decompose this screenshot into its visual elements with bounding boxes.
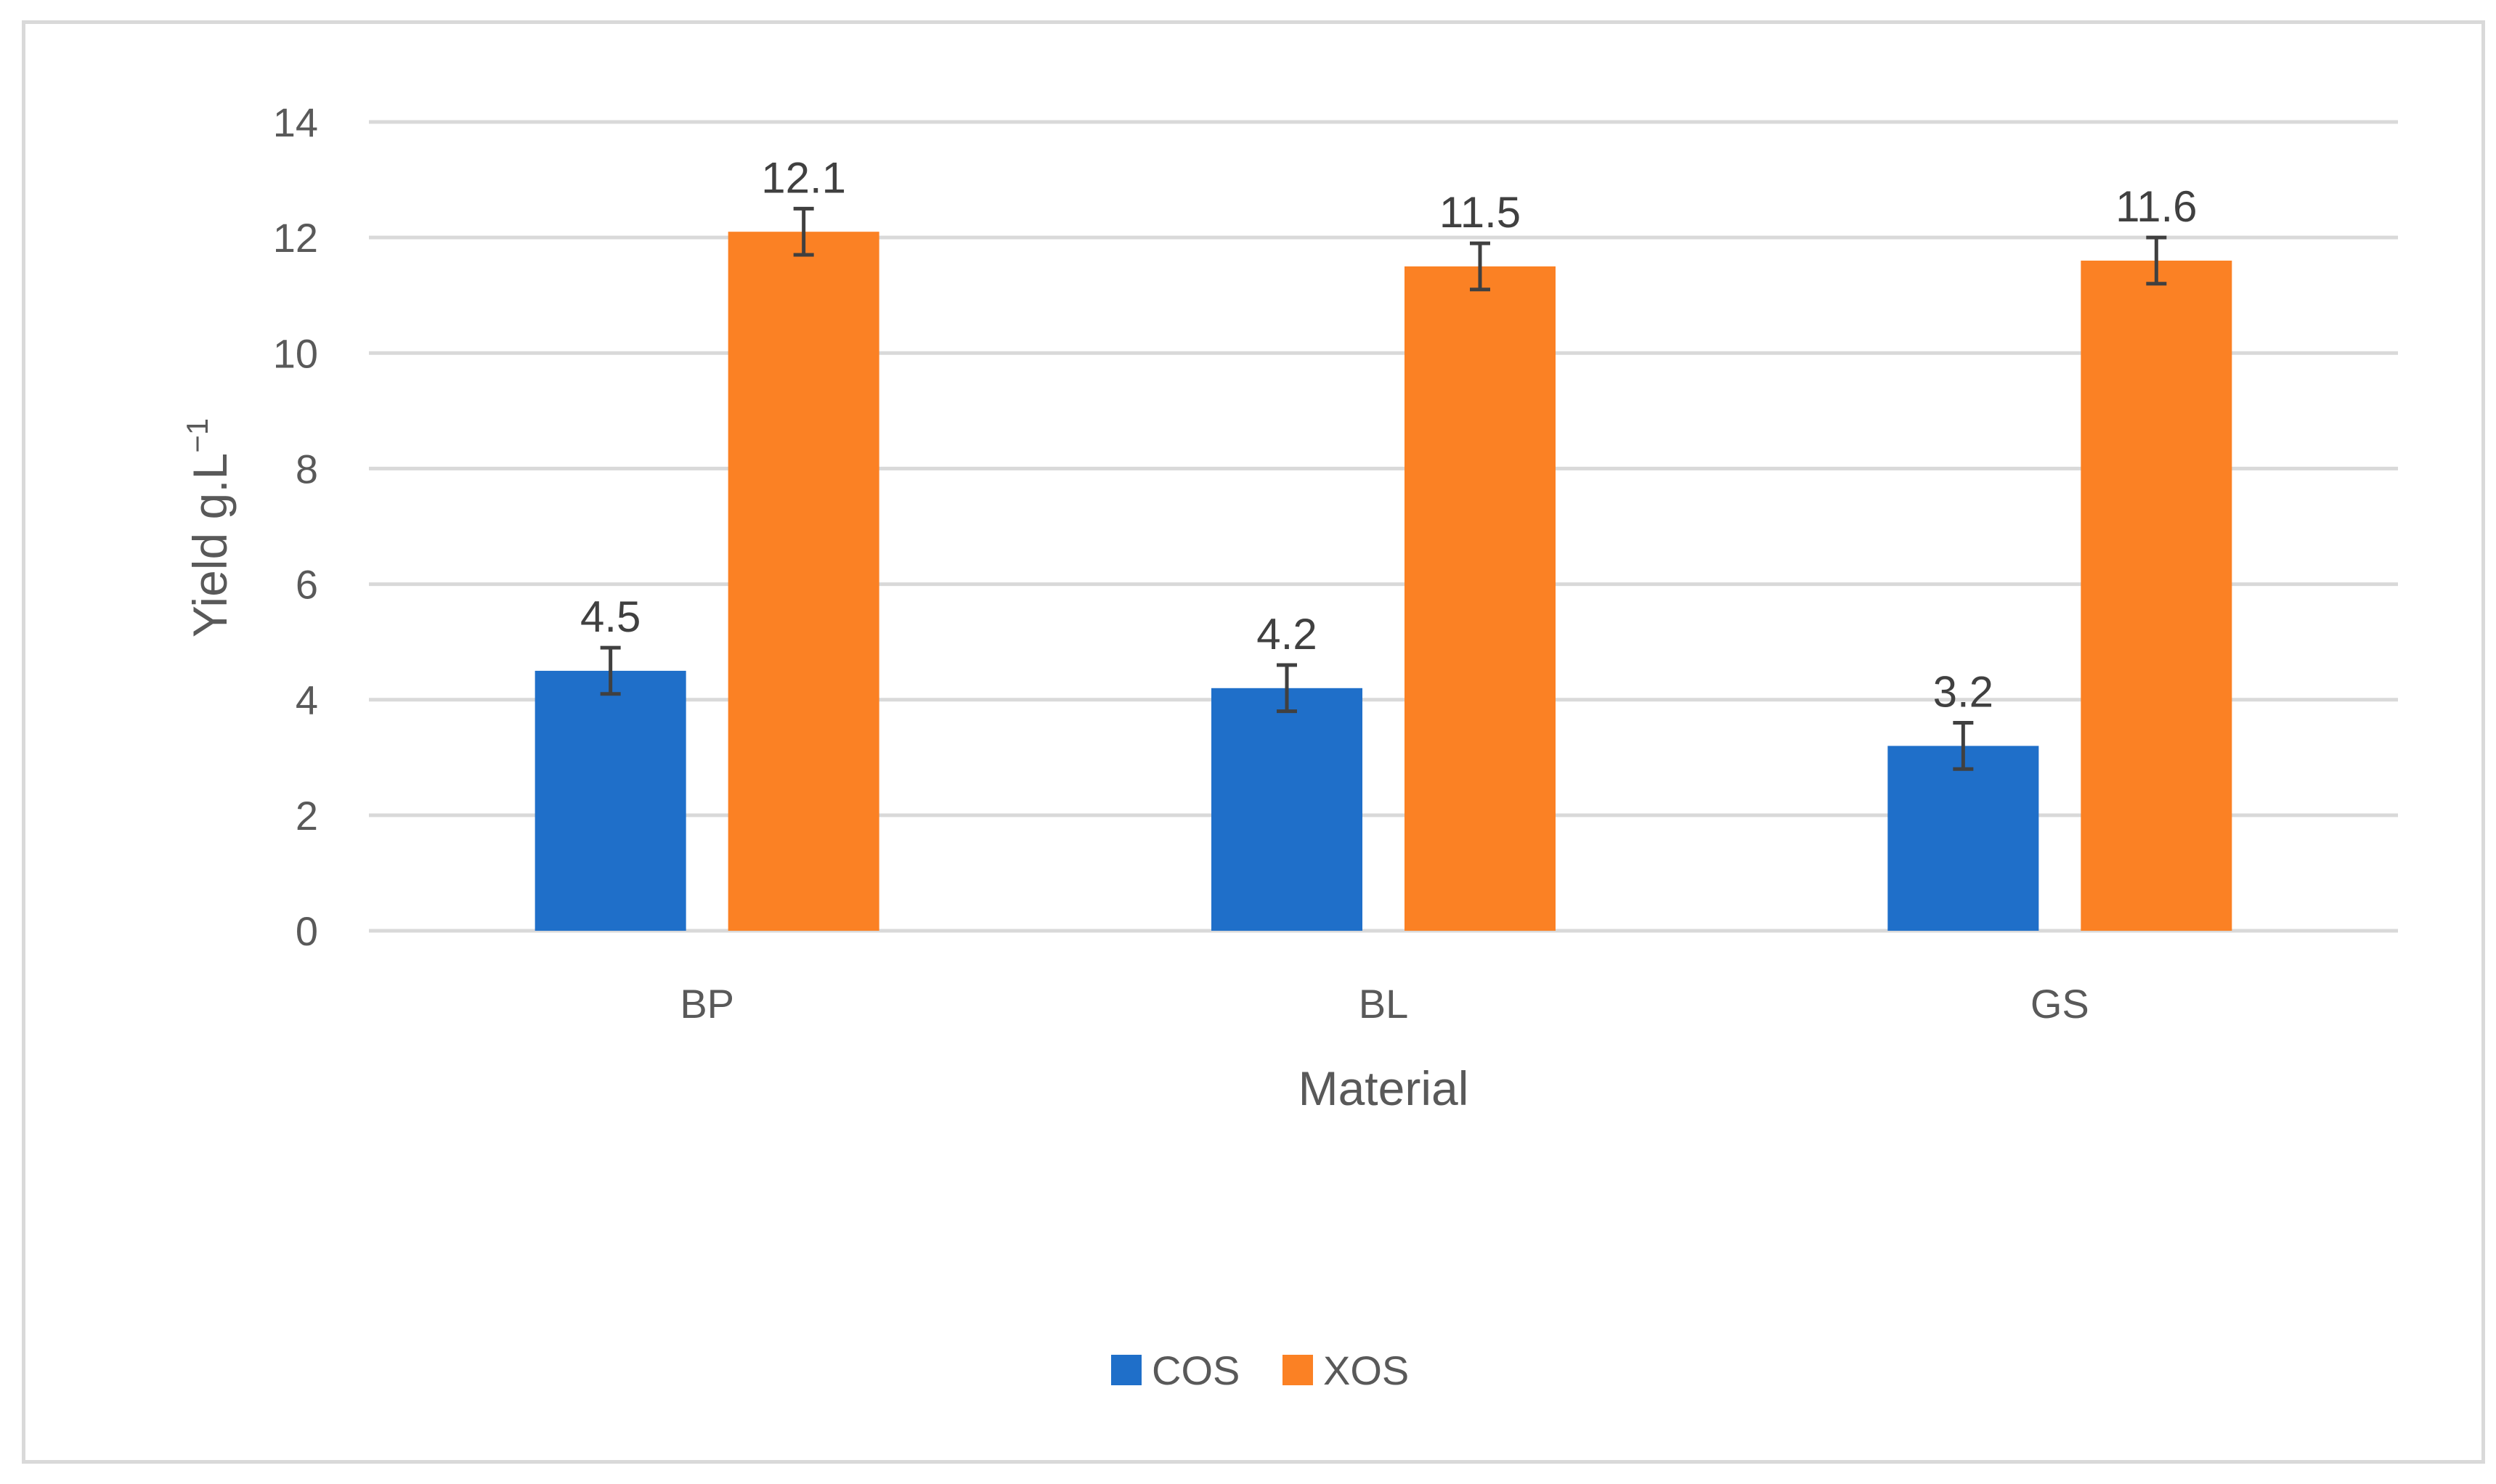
bar-xos-gs [2081, 260, 2232, 931]
y-tick-label: 8 [296, 446, 318, 492]
bar-cos-gs [1887, 746, 2039, 931]
y-tick-label: 6 [296, 562, 318, 608]
x-axis-title: Material [1298, 1061, 1469, 1115]
y-tick-label: 2 [296, 793, 318, 839]
bar-xos-bl [1404, 266, 1556, 931]
y-tick-label: 14 [273, 99, 318, 145]
x-tick-label: GS [2030, 981, 2089, 1027]
error-bars [600, 206, 2167, 771]
y-axis-title-text: Yield g.L [183, 453, 237, 637]
data-label: 4.5 [580, 592, 641, 641]
legend: COS XOS [1111, 1348, 1409, 1393]
legend-label-cos: COS [1152, 1348, 1240, 1393]
y-tick-label: 10 [273, 330, 318, 376]
data-label: 3.2 [1933, 668, 1993, 717]
legend-label-xos: XOS [1323, 1348, 1409, 1393]
legend-swatch-xos [1282, 1355, 1313, 1385]
data-label: 12.1 [761, 153, 846, 202]
data-labels: 4.5 12.1 4.2 11.5 3.2 11.6 [580, 153, 2198, 716]
bar-xos-bp [728, 232, 879, 931]
bar-cos-bl [1211, 688, 1362, 931]
bar-cos-bp [534, 670, 686, 931]
y-tick-label: 0 [296, 908, 318, 954]
y-tick-label: 4 [296, 677, 318, 723]
gridlines [369, 120, 2398, 933]
x-axis-ticks: BP BL GS [680, 981, 2089, 1027]
y-axis-title-superscript: −1 [180, 418, 214, 453]
y-axis-ticks: 0 2 4 6 8 10 12 14 [273, 99, 318, 954]
y-tick-label: 12 [273, 215, 318, 261]
data-label: 4.2 [1256, 610, 1317, 659]
y-axis-title: Yield g.L−1 [180, 418, 237, 637]
x-tick-label: BL [1359, 981, 1409, 1027]
legend-swatch-cos [1111, 1355, 1142, 1385]
data-label: 11.5 [1439, 188, 1521, 237]
bars [534, 232, 2232, 931]
x-tick-label: BP [680, 981, 734, 1027]
data-label: 11.6 [2115, 182, 2197, 231]
